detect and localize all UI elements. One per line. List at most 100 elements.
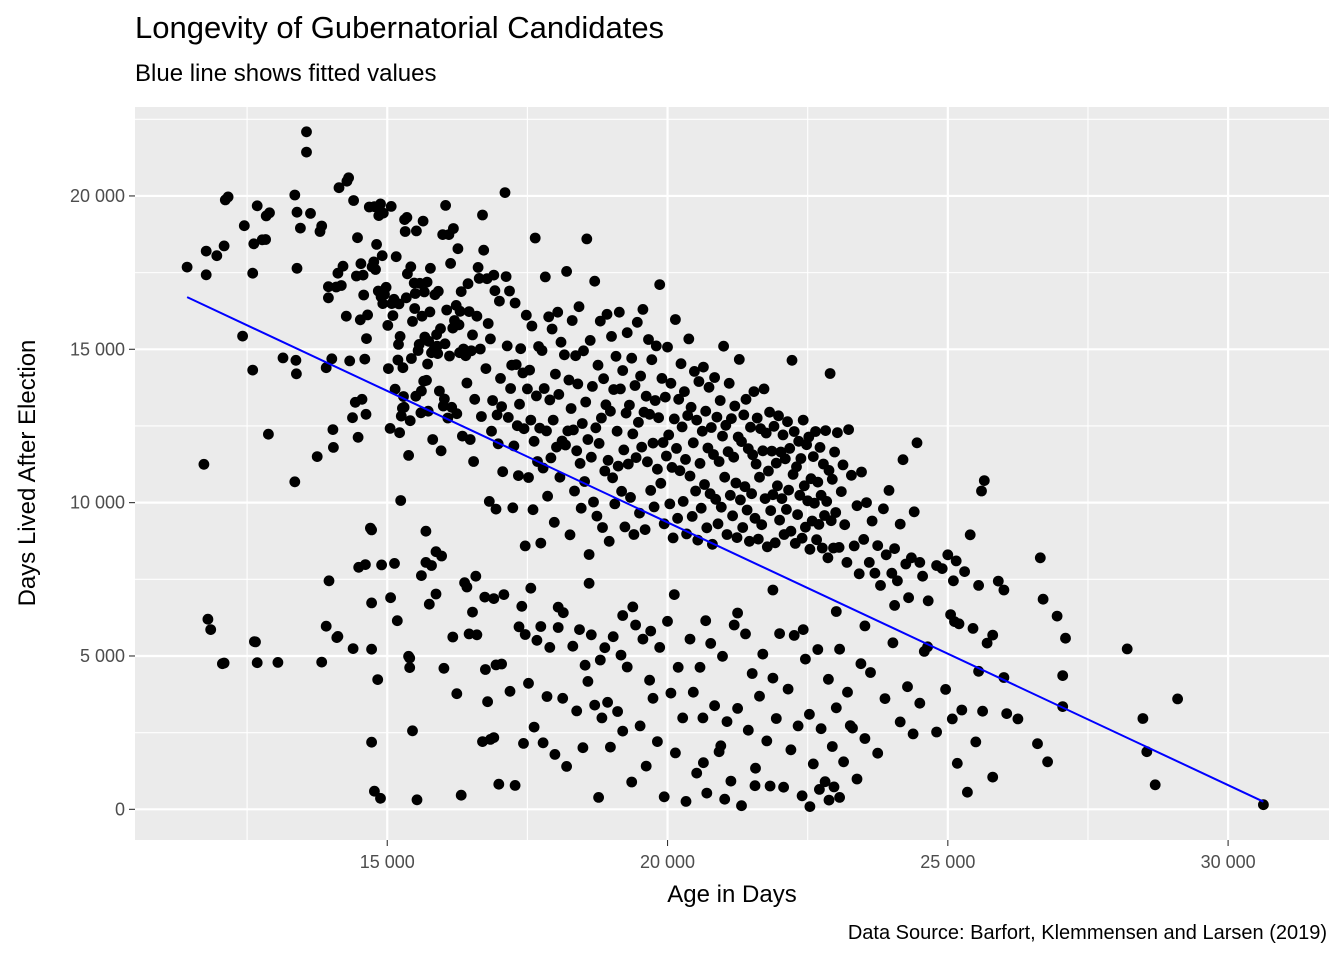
data-point	[237, 330, 249, 342]
data-point	[397, 362, 409, 374]
data-point	[323, 292, 334, 304]
data-point	[859, 620, 871, 632]
data-points	[181, 126, 1269, 812]
data-point	[950, 555, 962, 567]
data-point	[635, 370, 646, 382]
data-point	[574, 624, 585, 635]
data-point	[352, 431, 364, 443]
data-point	[792, 509, 803, 520]
data-point	[333, 182, 345, 194]
data-point	[552, 306, 564, 318]
data-point	[922, 595, 934, 607]
data-point	[497, 466, 509, 478]
data-point	[992, 575, 1004, 587]
fitted-line	[186, 296, 1264, 803]
data-point	[576, 418, 588, 429]
data-point	[407, 316, 418, 327]
data-point	[251, 657, 263, 669]
data-point	[667, 532, 679, 544]
data-point	[495, 373, 506, 384]
data-point	[814, 784, 825, 795]
data-point	[814, 442, 826, 453]
data-point	[601, 308, 613, 320]
data-point	[588, 496, 599, 508]
data-point	[727, 510, 738, 522]
data-point	[605, 405, 616, 417]
data-point	[366, 736, 377, 748]
data-point	[202, 613, 214, 625]
data-point	[519, 540, 531, 552]
data-point	[596, 412, 607, 424]
data-point	[774, 514, 785, 526]
data-point	[531, 390, 542, 402]
data-point	[823, 794, 835, 806]
data-point	[594, 315, 606, 327]
data-point	[779, 453, 791, 465]
data-point	[515, 343, 527, 355]
data-point	[791, 461, 802, 473]
data-point	[413, 339, 425, 350]
data-point	[544, 642, 556, 653]
data-point	[665, 377, 677, 389]
data-point	[851, 773, 863, 785]
data-point	[399, 226, 411, 237]
x-axis-ticks: 15 000 20 000 25 000 30 000	[360, 840, 1256, 872]
data-point	[528, 721, 540, 733]
data-point	[705, 422, 717, 433]
data-point	[630, 619, 641, 631]
data-point	[914, 557, 926, 568]
data-point	[781, 504, 792, 515]
data-point	[626, 776, 638, 788]
data-point	[248, 238, 260, 250]
data-point	[516, 600, 528, 612]
data-point	[709, 700, 720, 712]
data-point	[788, 630, 800, 641]
data-point	[455, 286, 467, 297]
data-point	[942, 549, 954, 561]
data-point	[747, 449, 759, 461]
data-point	[967, 623, 979, 634]
data-point	[340, 310, 352, 322]
data-point	[654, 642, 666, 653]
data-point	[970, 736, 982, 748]
data-point	[423, 598, 435, 610]
data-point	[362, 309, 373, 321]
data-point	[409, 288, 421, 299]
data-point	[380, 281, 392, 293]
data-point	[394, 331, 406, 342]
data-point	[715, 501, 727, 513]
data-point	[750, 458, 762, 470]
data-point	[372, 674, 384, 685]
data-point	[724, 489, 736, 501]
data-point	[311, 451, 323, 462]
data-point	[327, 424, 339, 435]
data-point	[767, 489, 779, 501]
data-point	[583, 549, 595, 560]
data-point	[951, 757, 963, 769]
data-point	[940, 684, 951, 695]
data-point	[830, 702, 842, 714]
data-point	[880, 549, 892, 561]
data-point	[889, 600, 900, 611]
y-axis-label: Days Lived After Election	[14, 340, 41, 607]
data-point	[424, 306, 436, 318]
data-point	[326, 353, 338, 365]
data-point	[728, 451, 740, 463]
data-point	[316, 656, 328, 668]
data-point	[550, 368, 561, 380]
data-point	[549, 749, 561, 760]
data-point	[681, 528, 692, 540]
data-point	[523, 677, 534, 689]
data-point	[728, 619, 740, 631]
data-point	[690, 485, 701, 497]
data-point	[766, 445, 778, 457]
data-point	[552, 622, 564, 633]
data-point	[770, 713, 782, 724]
data-point	[657, 437, 669, 448]
data-point	[554, 471, 566, 483]
data-point	[674, 465, 686, 477]
data-point	[439, 338, 451, 350]
data-point	[695, 502, 707, 514]
data-point	[547, 414, 559, 426]
